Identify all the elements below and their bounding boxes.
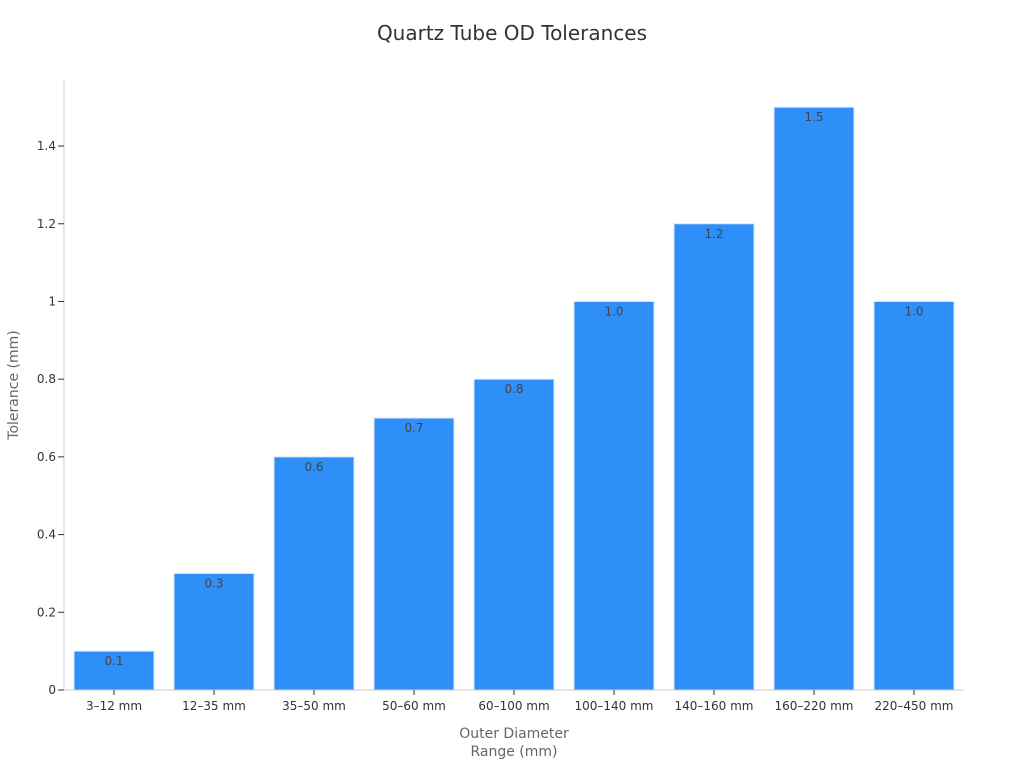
y-ticks-group: 0 0.2 0.4 0.6 0.8 1 1.2 1.4: [37, 139, 64, 697]
chart-title: Quartz Tube OD Tolerances: [377, 21, 647, 45]
x-tick-label-3: 50–60 mm: [382, 699, 446, 713]
y-tick-label-2: 0.4: [37, 528, 56, 542]
data-label-0: 0.1: [104, 654, 123, 668]
x-axis-label-line-2: Range (mm): [470, 744, 557, 760]
bar-3: [373, 417, 455, 691]
data-label-1: 0.3: [204, 576, 223, 590]
x-tick-label-4: 60–100 mm: [478, 699, 549, 713]
data-label-3: 0.7: [404, 421, 423, 435]
x-tick-label-8: 220–450 mm: [874, 699, 953, 713]
y-tick-label-0: 0: [48, 683, 56, 697]
bar-5: [573, 300, 655, 691]
data-labels-group: 0.1 0.3 0.6 0.7 0.8 1.0 1.2 1.5 1.0: [104, 110, 923, 668]
bar-2: [273, 456, 355, 691]
x-tick-label-6: 140–160 mm: [674, 699, 753, 713]
x-tick-label-5: 100–140 mm: [574, 699, 653, 713]
x-tick-label-0: 3–12 mm: [86, 699, 142, 713]
bar-6: [673, 223, 755, 691]
x-axis-label-line-1: Outer Diameter: [459, 726, 569, 742]
y-tick-label-1: 0.2: [37, 605, 56, 619]
y-tick-label-3: 0.6: [37, 450, 56, 464]
y-axis-label: Tolerance (mm): [6, 330, 22, 440]
bars-group: [73, 106, 955, 691]
x-tick-label-7: 160–220 mm: [774, 699, 853, 713]
bar-7: [773, 106, 855, 691]
y-tick-label-7: 1.4: [37, 139, 56, 153]
bar-4: [473, 378, 555, 691]
data-label-4: 0.8: [504, 382, 523, 396]
data-label-5: 1.0: [604, 304, 623, 318]
bar-1: [173, 572, 255, 691]
data-label-2: 0.6: [304, 460, 323, 474]
data-label-8: 1.0: [904, 304, 923, 318]
data-label-7: 1.5: [804, 110, 823, 124]
y-tick-label-4: 0.8: [37, 372, 56, 386]
x-ticks-group: 3–12 mm 12–35 mm 35–50 mm 50–60 mm 60–100 mm…: [86, 690, 954, 713]
bar-0: [73, 650, 155, 691]
bar-8: [873, 300, 955, 691]
y-tick-label-6: 1.2: [37, 217, 56, 231]
y-tick-label-5: 1: [48, 294, 56, 308]
x-tick-label-2: 35–50 mm: [282, 699, 346, 713]
data-label-6: 1.2: [704, 227, 723, 241]
x-tick-label-1: 12–35 mm: [182, 699, 246, 713]
